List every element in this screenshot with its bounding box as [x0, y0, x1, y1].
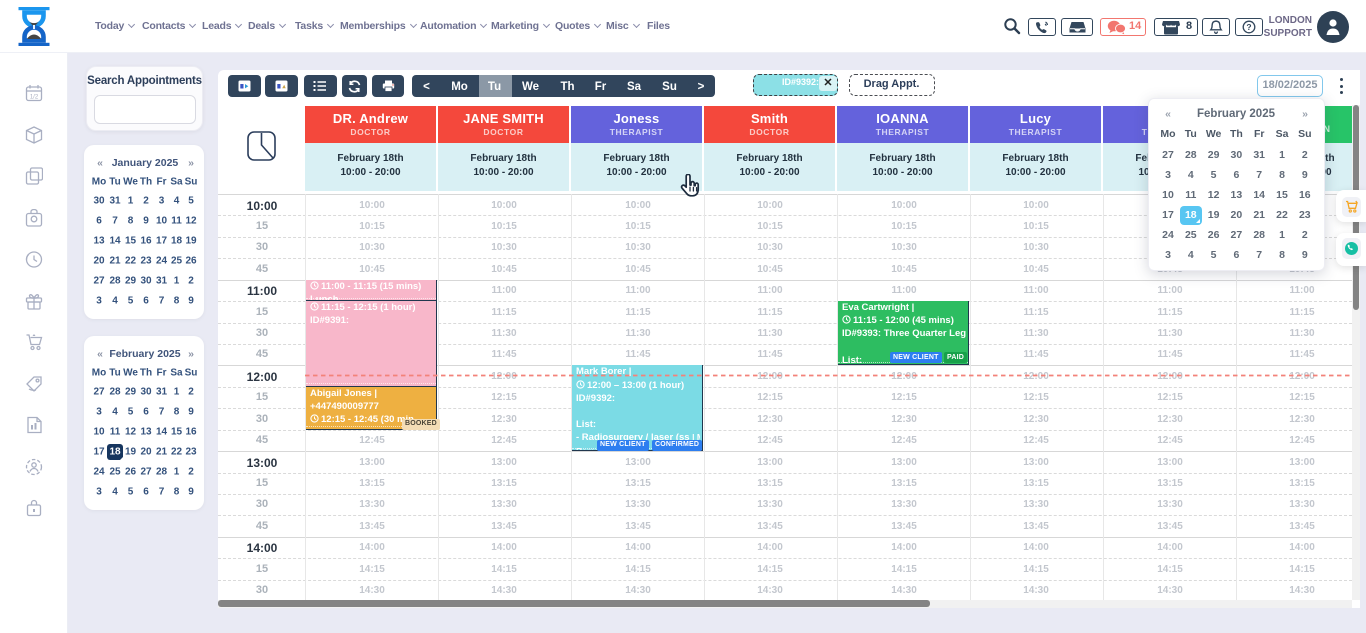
svg-text:?: ?: [1246, 22, 1251, 32]
svg-text:1/2: 1/2: [30, 95, 39, 101]
